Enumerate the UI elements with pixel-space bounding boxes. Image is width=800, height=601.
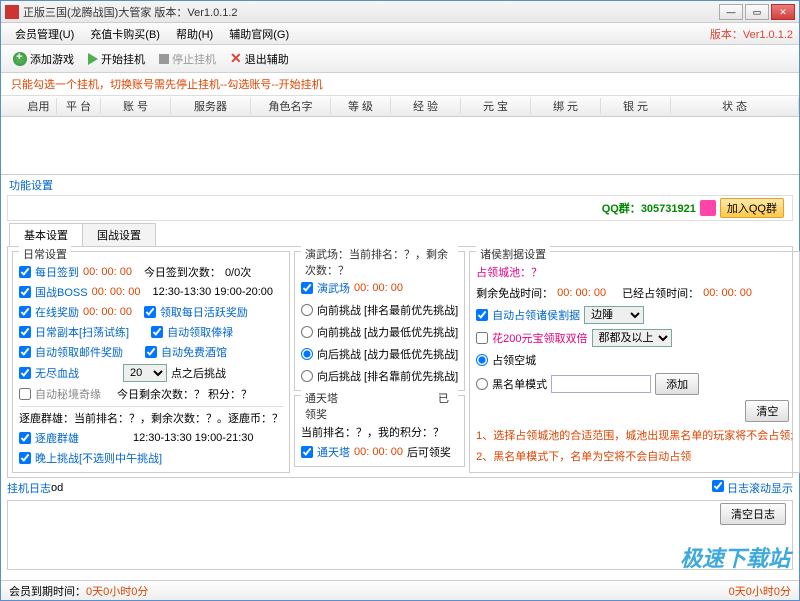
minimize-button[interactable]: — [719,4,743,20]
radio-r2[interactable] [301,326,313,338]
col-enable: 启用 [21,98,57,114]
app-icon [5,5,19,19]
settings-panel: 日常设置 每日签到 00: 00: 00今日签到次数：0/0次 国战BOSS 0… [7,246,793,478]
log-area: 清空日志 [7,500,793,570]
tab-basic[interactable]: 基本设置 [9,223,83,246]
col-exp: 经 验 [391,98,461,114]
chk-arena[interactable] [301,282,313,294]
menubar: 会员管理(U) 充值卡购买(B) 帮助(H) 辅助官网(G) 版本：Ver1.0… [1,23,799,45]
start-button[interactable]: 开始挂机 [82,49,151,69]
arena-fieldset: 演武场：当前排名：？，剩余次数：？ 演武场 00: 00: 00 向前挑战 [排… [294,251,465,391]
endless-hour[interactable]: 20 [123,364,167,382]
radio-r4[interactable] [301,370,313,382]
version-label: 版本：Ver1.0.1.2 [710,26,793,42]
clear-button[interactable]: 清空 [745,400,789,422]
chk-double[interactable] [476,332,488,344]
chk-online[interactable] [19,306,31,318]
blacklist-input[interactable] [551,375,651,393]
menu-official[interactable]: 辅助官网(G) [221,24,297,44]
add-button[interactable]: 添加 [655,373,699,395]
col-silver: 银 元 [601,98,671,114]
titlebar: 正版三国(龙腾战国)大管家 版本：Ver1.0.1.2 — ▭ ✕ [1,1,799,23]
daily-fieldset: 日常设置 每日签到 00: 00: 00今日签到次数：0/0次 国战BOSS 0… [12,251,290,473]
statusbar: 会员到期时间：0天0小时0分 0天0小时0分 [1,580,799,600]
chk-endless[interactable] [19,367,31,379]
maximize-button[interactable]: ▭ [745,4,769,20]
col-status: 状 态 [671,98,799,114]
lords-legend: 诸侯割据设置 [476,246,550,262]
log-title: 挂机日志 [7,480,51,496]
menu-help[interactable]: 帮助(H) [168,24,221,44]
sel-region[interactable]: 边陲 [584,306,644,324]
chk-night[interactable] [19,452,31,464]
tower-legend: 通天塔已领奖 [301,390,458,422]
chk-salary[interactable] [151,326,163,338]
chk-boss[interactable] [19,286,31,298]
x-icon: ✕ [230,50,242,67]
radio-blacklist[interactable] [476,378,488,390]
chk-checkin[interactable] [19,266,31,278]
radio-r1[interactable] [301,304,313,316]
arena-legend: 演武场：当前排名：？，剩余次数：？ [301,246,458,278]
qq-label: QQ群：305731921 [602,200,696,216]
hint-text: 只能勾选一个挂机，切换账号需先停止挂机--勾选账号--开始挂机 [1,73,799,95]
add-game-button[interactable]: 添加游戏 [7,49,80,69]
log-header: 挂机日志od 日志滚动显示 [1,478,799,498]
exit-button[interactable]: ✕退出辅助 [224,48,295,69]
radio-capital[interactable] [476,354,488,366]
col-level: 等 级 [331,98,391,114]
qq-bar: QQ群：305731921 加入QQ群 [7,195,793,221]
col-server: 服务器 [171,98,251,114]
chk-tower[interactable] [301,446,313,458]
window-title: 正版三国(龙腾战国)大管家 版本：Ver1.0.1.2 [23,4,719,20]
qq-avatar-icon [700,200,716,216]
table-header: 启用 平 台 账 号 服务器 角色名字 等 级 经 验 元 宝 绑 元 银 元 … [1,95,799,117]
clear-log-button[interactable]: 清空日志 [720,503,786,525]
col-platform: 平 台 [57,98,101,114]
tab-guozhan[interactable]: 国战设置 [82,223,156,246]
chk-tavern[interactable] [145,346,157,358]
join-qq-button[interactable]: 加入QQ群 [720,198,784,218]
chk-auto-occupy[interactable] [476,309,488,321]
func-title: 功能设置 [1,175,799,195]
radio-r3[interactable] [301,348,313,360]
menu-recharge[interactable]: 充值卡购买(B) [82,24,168,44]
table-body [1,117,799,175]
menu-member[interactable]: 会员管理(U) [7,24,82,44]
col-gold: 元 宝 [461,98,531,114]
col-bind: 绑 元 [531,98,601,114]
tabs: 基本设置 国战设置 [1,223,799,246]
stop-icon [159,54,169,64]
main-window: 正版三国(龙腾战国)大管家 版本：Ver1.0.1.2 — ▭ ✕ 会员管理(U… [0,0,800,601]
chk-active[interactable] [144,306,156,318]
close-button[interactable]: ✕ [771,4,795,20]
col-role: 角色名字 [251,98,331,114]
chk-mail[interactable] [19,346,31,358]
chk-mystery[interactable] [19,388,31,400]
col-account: 账 号 [101,98,171,114]
chk-zhulu[interactable] [19,432,31,444]
stop-button[interactable]: 停止挂机 [153,49,222,69]
toolbar: 添加游戏 开始挂机 停止挂机 ✕退出辅助 [1,45,799,73]
sel-double[interactable]: 郡都及以上 [592,329,672,347]
plus-icon [13,52,27,66]
play-icon [88,53,98,65]
chk-copy[interactable] [19,326,31,338]
chk-scroll[interactable] [712,480,724,492]
lords-fieldset: 诸侯割据设置 占领城池：？ 剩余免战时间：00: 00: 00已经占领时间：00… [469,251,800,473]
tower-fieldset: 通天塔已领奖 当前排名：？，我的积分：？ 通天塔 00: 00: 00 后可领奖 [294,395,465,467]
daily-legend: 日常设置 [19,246,71,262]
